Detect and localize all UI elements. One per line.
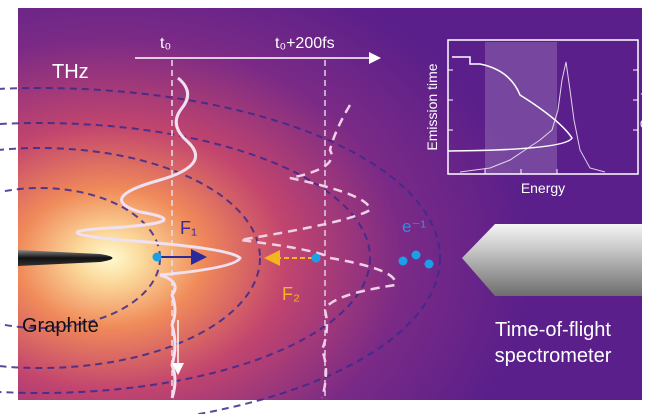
graphite-tip [18, 250, 113, 266]
spectrometer-label-2: spectrometer [495, 345, 612, 367]
t0-label: t₀ [160, 35, 171, 52]
thz-label: THz [52, 61, 89, 83]
electron-label: e⁻¹ [402, 217, 426, 236]
inset-y-label: Emission time [424, 63, 440, 150]
spectrometer-label-1: Time-of-flight [495, 319, 611, 341]
electrons [152, 250, 434, 269]
thz-wave-t200 [239, 104, 397, 399]
inset-x-label: Energy [521, 180, 565, 196]
graphite-label: Graphite [22, 315, 99, 337]
f2-label: F₂ [282, 284, 300, 304]
thz-wave-t0 [75, 76, 242, 399]
spectrometer [462, 224, 642, 296]
f1-label: F₁ [180, 218, 197, 238]
inset-y2-label: Counts [637, 85, 653, 129]
inset: Emission time Counts Energy [424, 39, 653, 196]
t200-label: t₀+200fs [275, 35, 335, 52]
